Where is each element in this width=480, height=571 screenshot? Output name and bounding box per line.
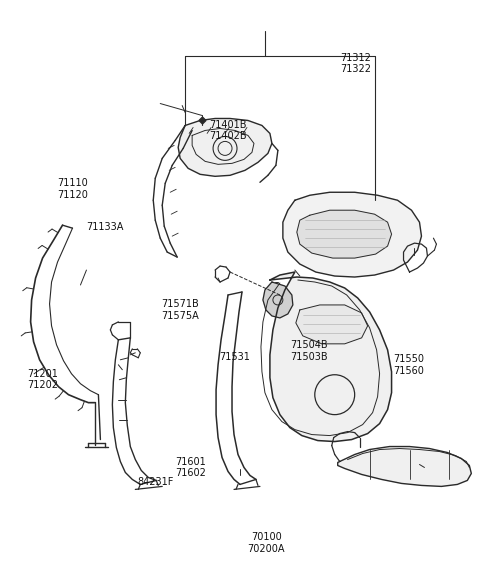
Text: 71312
71322: 71312 71322	[340, 53, 372, 74]
Polygon shape	[297, 210, 392, 258]
Polygon shape	[283, 192, 421, 277]
Text: 71571B
71575A: 71571B 71575A	[161, 299, 199, 321]
Text: 71601
71602: 71601 71602	[175, 457, 206, 478]
Text: 71133A: 71133A	[86, 223, 123, 232]
Polygon shape	[296, 305, 368, 344]
Text: 71504B
71503B: 71504B 71503B	[290, 340, 328, 362]
Polygon shape	[270, 272, 392, 441]
Text: 84231F: 84231F	[137, 477, 173, 487]
Polygon shape	[338, 447, 471, 486]
Text: 71550
71560: 71550 71560	[393, 355, 424, 376]
Text: 71201
71202: 71201 71202	[27, 369, 58, 390]
Text: 71110
71120: 71110 71120	[57, 178, 88, 199]
Text: 70100
70200A: 70100 70200A	[248, 532, 285, 554]
Text: 71531: 71531	[220, 352, 251, 361]
Text: 71401B
71402B: 71401B 71402B	[209, 120, 247, 142]
Polygon shape	[263, 282, 293, 318]
Polygon shape	[178, 119, 272, 176]
